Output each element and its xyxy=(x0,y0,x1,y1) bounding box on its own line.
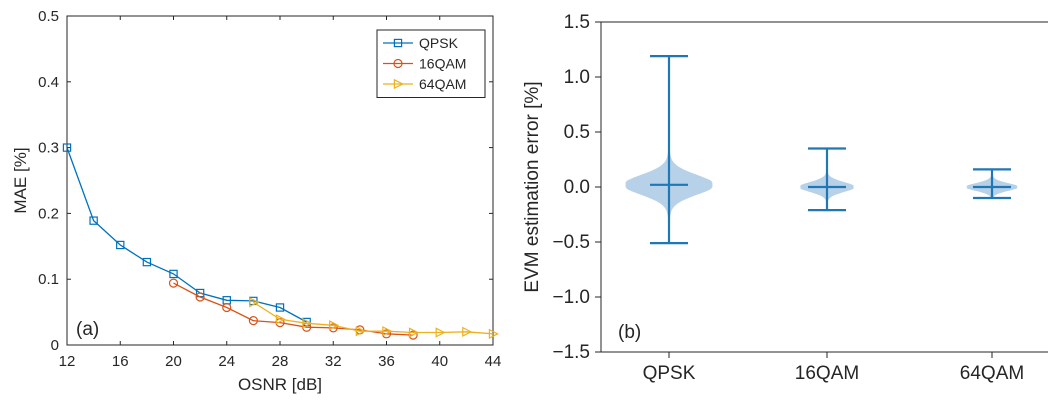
data-point xyxy=(89,216,98,225)
series-64qam xyxy=(249,297,499,339)
data-point xyxy=(248,316,258,326)
x-tick-label: 40 xyxy=(431,353,448,370)
data-point xyxy=(116,240,125,250)
panel-a-legend: QPSK 16QAM 64QAM xyxy=(376,29,486,98)
data-point xyxy=(355,326,366,337)
panel-b-y-ticks: −1.5 −1.0 −0.5 0.0 0.5 1.0 1.5 xyxy=(552,12,601,363)
y-tick-label: −1.5 xyxy=(552,342,590,363)
data-point xyxy=(222,302,232,313)
y-tick-label: 0.5 xyxy=(38,8,59,25)
x-tick-label: QPSK xyxy=(643,363,696,384)
data-point xyxy=(169,269,178,279)
y-tick-label: 0 xyxy=(51,337,59,354)
data-point xyxy=(382,326,393,337)
panel-a-annotation: (a) xyxy=(76,319,99,340)
data-point xyxy=(488,328,499,339)
panel-a-mae-vs-osnr: 0 0.1 0.2 0.3 0.4 0.5 12 16 20 24 28 32 36 40 44 OSNR… xyxy=(11,8,501,394)
legend-label: 64QAM xyxy=(419,76,466,92)
y-tick-label: −0.5 xyxy=(552,232,590,253)
y-tick-label: 0.3 xyxy=(38,140,59,157)
x-tick-label: 32 xyxy=(325,353,342,370)
violin-16qam xyxy=(800,147,854,212)
y-tick-label: 0.4 xyxy=(38,74,59,91)
panel-b-y-axis-label: EVM estimation error [%] xyxy=(522,81,543,292)
data-point xyxy=(393,38,403,48)
legend-items: QPSK 16QAM 64QAM xyxy=(383,35,466,92)
panel-a-x-ticks: 12 16 20 24 28 32 36 40 44 xyxy=(59,16,502,370)
panel-a-x-axis-label: OSNR [dB] xyxy=(238,375,322,394)
x-tick-label: 44 xyxy=(485,353,502,370)
data-point xyxy=(275,314,286,325)
data-point xyxy=(302,318,313,329)
series-line xyxy=(173,282,414,336)
series-line xyxy=(253,301,494,335)
y-tick-label: 0.1 xyxy=(38,271,59,288)
data-point xyxy=(275,303,285,312)
x-tick-label: 16QAM xyxy=(795,363,859,384)
panel-b-x-ticks: QPSK 16QAM 64QAM xyxy=(643,352,1024,384)
data-point xyxy=(249,297,260,308)
data-point xyxy=(393,78,404,90)
violin-qpsk xyxy=(625,54,713,245)
data-point xyxy=(393,58,403,69)
data-point xyxy=(408,327,420,338)
panel-a-y-ticks: 0 0.1 0.2 0.3 0.4 0.5 xyxy=(38,8,493,354)
x-tick-label: 24 xyxy=(218,353,235,370)
legend-label: QPSK xyxy=(419,35,459,51)
legend-label: 16QAM xyxy=(419,56,466,72)
data-point xyxy=(195,292,205,302)
y-tick-label: 0.5 xyxy=(564,122,590,143)
x-tick-label: 36 xyxy=(378,353,395,370)
legend-item-qpsk: QPSK xyxy=(383,35,459,51)
panel-a-y-axis-label: MAE [%] xyxy=(11,147,30,213)
x-tick-label: 12 xyxy=(59,353,76,370)
data-point xyxy=(142,257,152,267)
x-tick-label: 16 xyxy=(112,353,129,370)
violin-64qam xyxy=(966,168,1018,200)
legend-item-16qam: 16QAM xyxy=(383,56,466,72)
series-16qam xyxy=(168,278,418,340)
series-line xyxy=(66,147,307,323)
panel-b-violins xyxy=(625,54,1018,245)
data-point xyxy=(329,320,340,331)
data-point xyxy=(462,326,473,338)
y-tick-label: −1.0 xyxy=(552,287,590,308)
legend-item-64qam: 64QAM xyxy=(383,76,466,92)
panel-b-annotation: (b) xyxy=(618,322,641,343)
data-point xyxy=(435,327,446,338)
data-point xyxy=(62,143,72,152)
y-tick-label: 1.5 xyxy=(564,12,590,33)
x-tick-label: 28 xyxy=(272,353,289,370)
y-tick-label: 1.0 xyxy=(564,67,590,88)
x-tick-label: 64QAM xyxy=(960,363,1024,384)
panel-a-series xyxy=(62,143,499,340)
y-tick-label: 0.2 xyxy=(38,205,59,222)
y-tick-label: 0.0 xyxy=(564,177,590,198)
panel-b-evm-violin: −1.5−1.0−0.50.00.51.01.5 QPSK 16QAM 64QAM … xyxy=(522,12,1048,384)
data-point xyxy=(168,278,179,288)
series-qpsk xyxy=(62,143,311,327)
x-tick-label: 20 xyxy=(165,353,182,370)
